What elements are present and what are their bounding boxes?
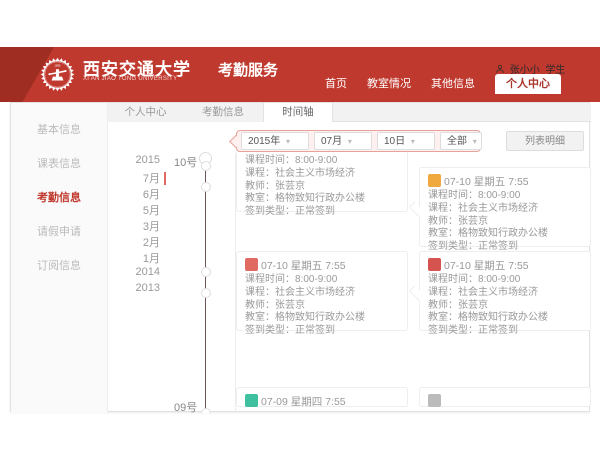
svg-text:1896: 1896	[54, 63, 61, 67]
